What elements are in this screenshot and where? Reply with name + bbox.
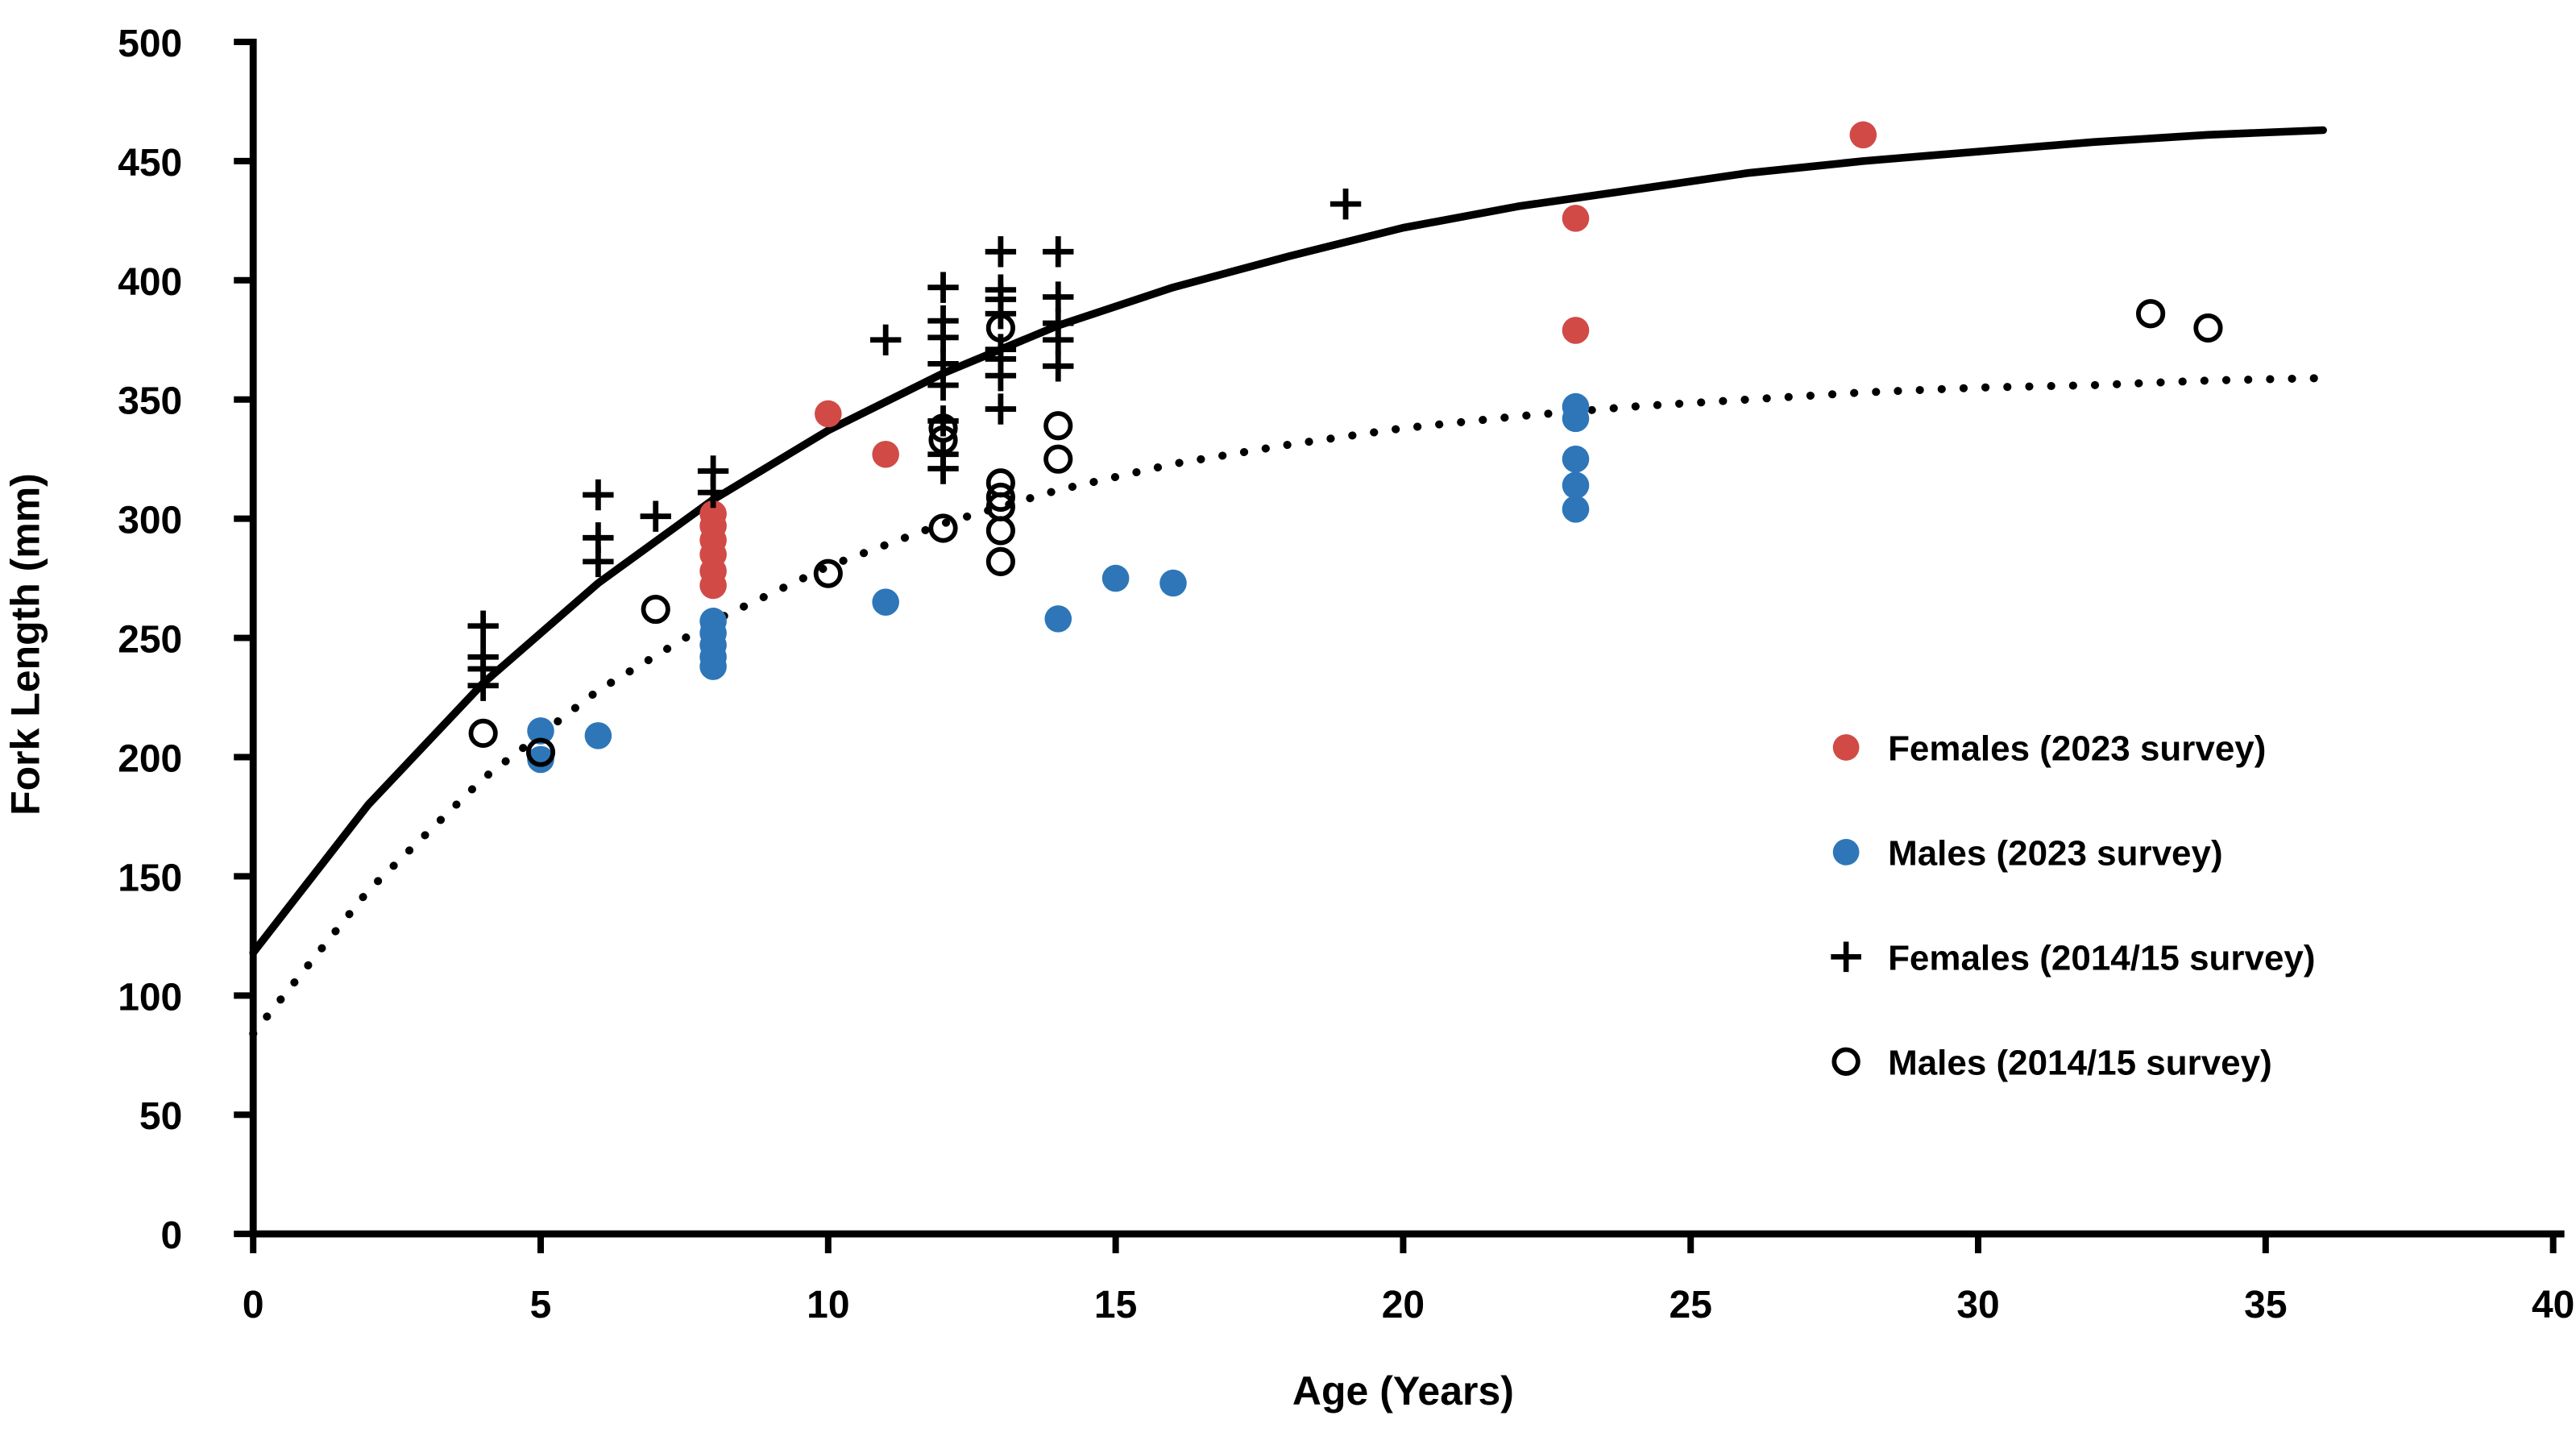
legend-item: Males (2014/15 survey): [1831, 1043, 2272, 1082]
data-point: [2193, 313, 2223, 343]
data-point: [1562, 471, 1590, 500]
y-tick-label: 100: [118, 976, 182, 1019]
y-tick-label: 200: [118, 737, 182, 780]
data-point: [813, 558, 843, 588]
y-tick-label: 450: [118, 142, 182, 185]
data-point: [527, 717, 554, 745]
data-point: [928, 425, 958, 455]
legend-label: Males (2014/15 survey): [1888, 1043, 2272, 1082]
y-tick-label: 250: [118, 619, 182, 662]
series-females-2023-survey-: [699, 121, 1877, 600]
legend-item: Males (2023 survey): [1832, 833, 2223, 873]
data-point: [699, 571, 727, 600]
data-point: [1562, 445, 1590, 473]
x-tick-label: 5: [530, 1284, 552, 1326]
legend-label: Males (2023 survey): [1888, 833, 2223, 873]
y-axis-title: Fork Length (mm): [2, 473, 48, 816]
female-growth-curve: [249, 126, 2327, 957]
x-tick-label: 35: [2244, 1284, 2287, 1326]
legend-marker-open-circle: [1831, 1047, 1860, 1076]
data-point: [584, 722, 612, 749]
data-point: [1562, 496, 1590, 523]
y-tick-label: 50: [139, 1095, 182, 1138]
data-point: [928, 513, 958, 543]
data-point: [985, 482, 1015, 513]
x-tick-label: 20: [1382, 1284, 1425, 1326]
x-tick-label: 25: [1670, 1284, 1712, 1326]
data-point: [985, 313, 1015, 343]
legend: Females (2023 survey) Males (2023 survey)…: [1831, 729, 2316, 1082]
data-point: [928, 413, 958, 443]
data-point: [468, 718, 498, 748]
data-point: [641, 594, 670, 625]
data-point: [1043, 444, 1073, 474]
data-point: [1562, 205, 1590, 232]
legend-item: Females (2023 survey): [1832, 729, 2266, 768]
data-point: [1849, 121, 1877, 149]
axes: 0 5 10 15 20 25 30 35 40050100150200250300350400…: [2, 23, 2574, 1414]
x-tick-label: 30: [1956, 1284, 1999, 1326]
y-tick-label: 350: [118, 380, 182, 423]
data-point: [985, 516, 1015, 546]
legend-item: Females (2014/15 survey): [1831, 938, 2316, 978]
legend-marker-filled-circle: [1832, 734, 1860, 761]
data-point: [1562, 317, 1590, 344]
y-tick-label: 0: [161, 1214, 183, 1257]
x-axis-title: Age (Years): [1292, 1368, 1514, 1414]
x-tick-label: 10: [807, 1284, 849, 1326]
legend-label: Females (2014/15 survey): [1888, 938, 2315, 978]
y-tick-label: 400: [118, 261, 182, 304]
legend-marker-filled-circle: [1832, 839, 1860, 866]
x-tick-label: 40: [2532, 1284, 2574, 1326]
data-point: [1159, 569, 1187, 597]
data-point: [1101, 564, 1130, 592]
data-point: [872, 588, 899, 616]
legend-label: Females (2023 survey): [1888, 729, 2266, 768]
male-growth-curve: [249, 374, 2328, 1038]
data-point: [985, 546, 1015, 576]
data-point: [527, 745, 554, 774]
y-tick-label: 500: [118, 23, 182, 65]
y-tick-label: 300: [118, 500, 182, 542]
data-point: [872, 440, 899, 468]
series-females-2014-15-survey-: [467, 188, 1362, 701]
data-point: [699, 653, 727, 680]
data-point: [1043, 411, 1073, 441]
data-point: [815, 400, 842, 428]
series-males-2023-survey-: [527, 392, 1590, 774]
y-tick-label: 150: [118, 857, 182, 899]
data-point: [525, 737, 556, 767]
x-tick-label: 0: [243, 1284, 264, 1326]
x-tick-label: 15: [1094, 1284, 1137, 1326]
data-point: [2136, 299, 2166, 329]
data-point: [1044, 605, 1072, 633]
data-point: [1562, 405, 1590, 433]
series-males-2014-15-survey-: [468, 299, 2223, 767]
